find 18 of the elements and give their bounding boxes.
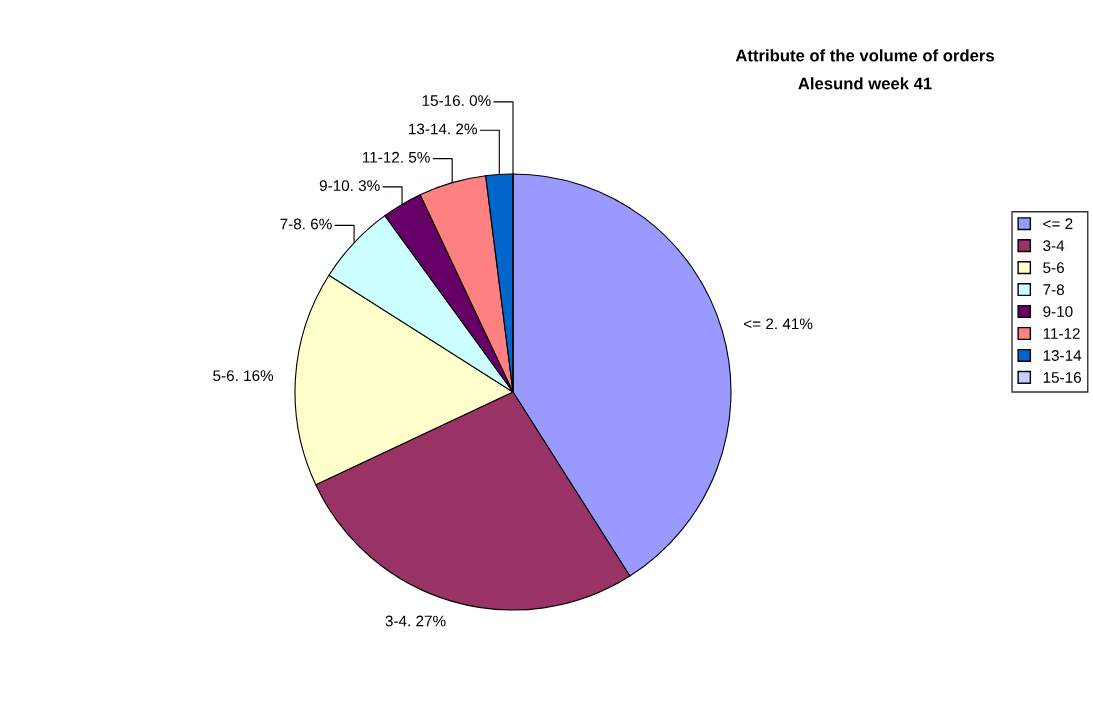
- legend-label: <= 2: [1043, 218, 1073, 229]
- chart-title: Attribute of the volume of orders: [735, 49, 994, 62]
- legend-label: 9-10: [1043, 306, 1073, 317]
- data-label: 11-12. 5%: [363, 151, 430, 163]
- legend-label: 7-8: [1043, 284, 1064, 296]
- data-label: 9-10. 3%: [319, 180, 380, 192]
- data-label: 5-6. 16%: [213, 370, 274, 382]
- text: 15-16. 0%: [422, 95, 491, 106]
- legend-label: 13-14: [1043, 350, 1082, 361]
- legend-label: 15-16: [1043, 372, 1081, 383]
- legend-label: 5-6: [1043, 262, 1064, 274]
- data-label: <= 2. 41%: [744, 318, 813, 330]
- legend-label: 3-4: [1043, 240, 1065, 252]
- data-label: 7-8. 6%: [280, 218, 332, 230]
- data-label: 13-14. 2%: [409, 123, 477, 135]
- data-label: 3-4. 27%: [385, 615, 446, 627]
- chart-subtitle: Alesund week 41: [798, 77, 932, 90]
- legend-label: 11-12: [1043, 328, 1080, 339]
